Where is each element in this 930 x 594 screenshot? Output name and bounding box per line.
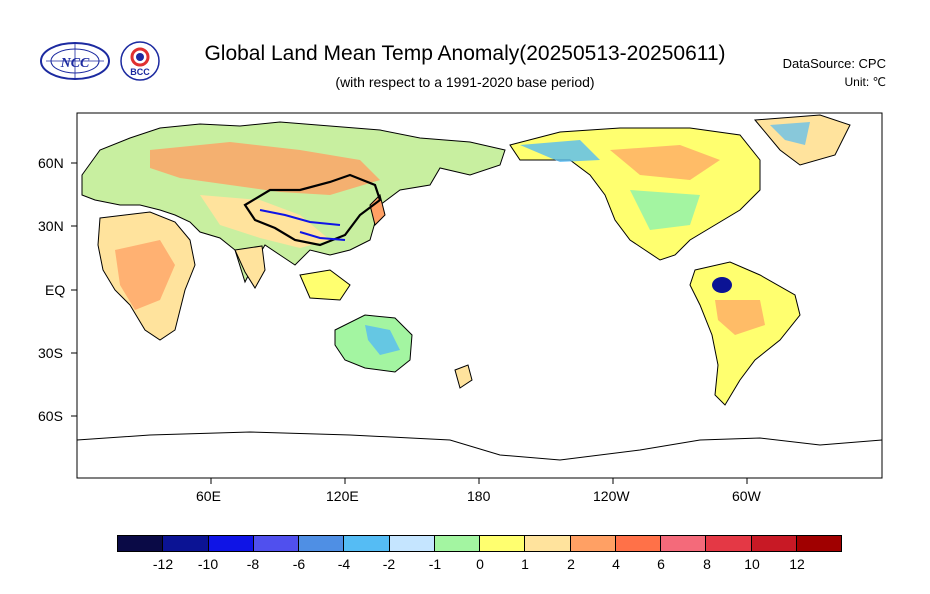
greenland-cool xyxy=(770,122,810,145)
lat-label-60s: 60S xyxy=(38,408,63,424)
land-masses xyxy=(77,114,882,461)
lon-label-60e: 60E xyxy=(196,488,221,504)
lon-label-120w: 120W xyxy=(593,488,630,504)
colorbar-box xyxy=(253,536,299,551)
colorbar-box xyxy=(480,536,526,551)
map-subtitle: (with respect to a 1991-2020 base period… xyxy=(335,74,595,90)
colorbar-box xyxy=(661,536,707,551)
lat-ticks xyxy=(71,162,77,417)
africa-warm xyxy=(115,240,175,310)
colorbar-label: -4 xyxy=(337,556,351,572)
colorbar-label: -10 xyxy=(197,556,219,572)
lon-label-120e: 120E xyxy=(326,488,359,504)
china-boundary xyxy=(243,173,382,247)
colorbar-box xyxy=(163,536,209,551)
lon-label-60w: 60W xyxy=(732,488,761,504)
colorbar-box xyxy=(751,536,797,551)
north-america-cool xyxy=(520,140,600,162)
colorbar-label: 12 xyxy=(789,556,805,572)
lat-label-30s: 30S xyxy=(38,345,63,361)
colorbar-label: -6 xyxy=(292,556,306,572)
ncc-logo: NCC xyxy=(40,42,110,80)
unit-label: Unit: ℃ xyxy=(844,75,886,89)
eurasia-warm-band xyxy=(150,142,380,195)
north-america-warm xyxy=(610,145,720,180)
colorbar-box xyxy=(525,536,571,551)
colorbar-box xyxy=(570,536,616,551)
new-zealand xyxy=(454,364,473,389)
colorbar-label: -1 xyxy=(428,556,442,572)
colorbar-box xyxy=(299,536,345,551)
bcc-logo-text: BCC xyxy=(130,67,150,77)
colorbar-label: 1 xyxy=(521,556,529,572)
colorbar-box xyxy=(208,536,254,551)
lon-label-180: 180 xyxy=(467,488,491,504)
colorbar-label: 6 xyxy=(657,556,665,572)
australia-cool xyxy=(365,325,400,355)
antarctica-coast xyxy=(77,431,882,461)
colorbar-box xyxy=(389,536,435,551)
ncc-logo-text: NCC xyxy=(60,56,90,71)
colorbar-box xyxy=(118,536,164,551)
colorbar xyxy=(117,535,842,552)
map-title: Global Land Mean Temp Anomaly(20250513-2… xyxy=(204,42,726,65)
colorbar-label: 10 xyxy=(744,556,760,572)
china-rivers xyxy=(259,209,346,241)
south-america-warm xyxy=(715,300,765,335)
colorbar-label: 8 xyxy=(703,556,711,572)
data-source: DataSource: CPC xyxy=(782,56,886,71)
colorbar-label: 0 xyxy=(476,556,484,572)
colorbar-box xyxy=(344,536,390,551)
colorbar-label: -12 xyxy=(152,556,174,572)
lat-label-60n: 60N xyxy=(38,155,64,171)
north-america-green xyxy=(630,190,700,230)
colorbar-box xyxy=(615,536,661,551)
colorbar-label: -8 xyxy=(246,556,260,572)
seasia-islands xyxy=(299,269,351,301)
colorbar-box xyxy=(796,536,841,551)
colorbar-label: 4 xyxy=(612,556,620,572)
colorbar-label: -2 xyxy=(382,556,396,572)
colorbar-box xyxy=(434,536,480,551)
lon-ticks xyxy=(210,478,748,484)
south-america-land xyxy=(689,261,801,406)
south-america-cold-spot xyxy=(712,277,732,293)
eurasia-yellow xyxy=(200,195,330,248)
colorbar-label: 2 xyxy=(567,556,575,572)
lat-label-eq: EQ xyxy=(45,282,66,298)
lat-label-30n: 30N xyxy=(38,218,64,234)
japan-land xyxy=(369,194,386,226)
bcc-logo: BCC xyxy=(120,41,160,81)
colorbar-box xyxy=(706,536,752,551)
india-land xyxy=(234,245,266,289)
